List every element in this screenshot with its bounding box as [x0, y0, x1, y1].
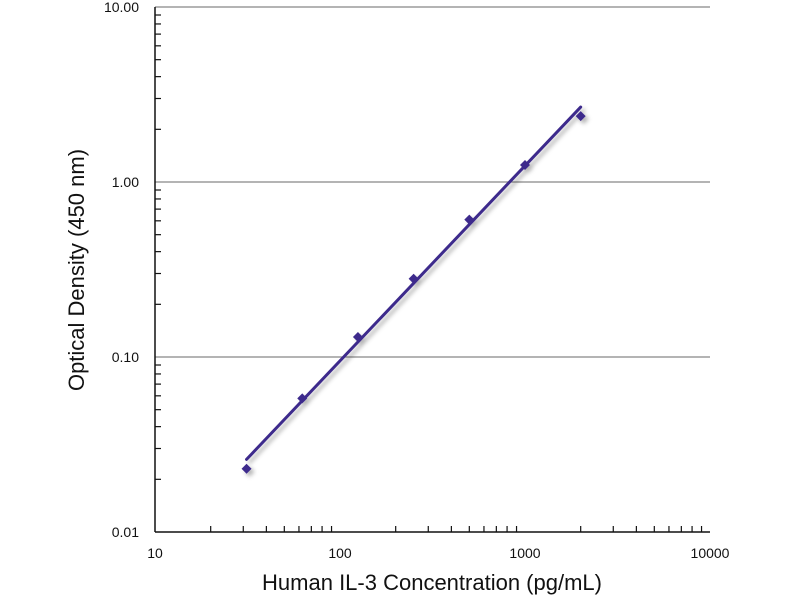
x-tick-label: 1000	[509, 545, 540, 561]
y-tick-label: 10.00	[104, 0, 139, 15]
y-tick-label: 1.00	[112, 174, 139, 190]
y-axis-label: Optical Density (450 nm)	[64, 149, 89, 391]
data-point	[464, 214, 475, 225]
y-tick-label: 0.10	[112, 349, 139, 365]
x-tick-label: 10000	[691, 545, 730, 561]
gridlines	[155, 6, 710, 358]
data-point	[241, 463, 252, 474]
data-point	[520, 160, 530, 171]
y-tick-label: 0.01	[112, 524, 139, 540]
data-point	[408, 273, 419, 284]
data-marks	[241, 105, 586, 474]
axes	[154, 7, 710, 533]
data-point	[575, 111, 586, 122]
x-tick-label: 100	[328, 545, 352, 561]
x-axis-label: Human IL-3 Concentration (pg/mL)	[262, 570, 602, 595]
tick-labels: 10 100 1000 10000 0.01 0.10 1.00 10.00	[104, 0, 730, 561]
x-tick-label: 10	[147, 545, 163, 561]
data-point	[352, 332, 363, 343]
data-point	[297, 393, 308, 404]
